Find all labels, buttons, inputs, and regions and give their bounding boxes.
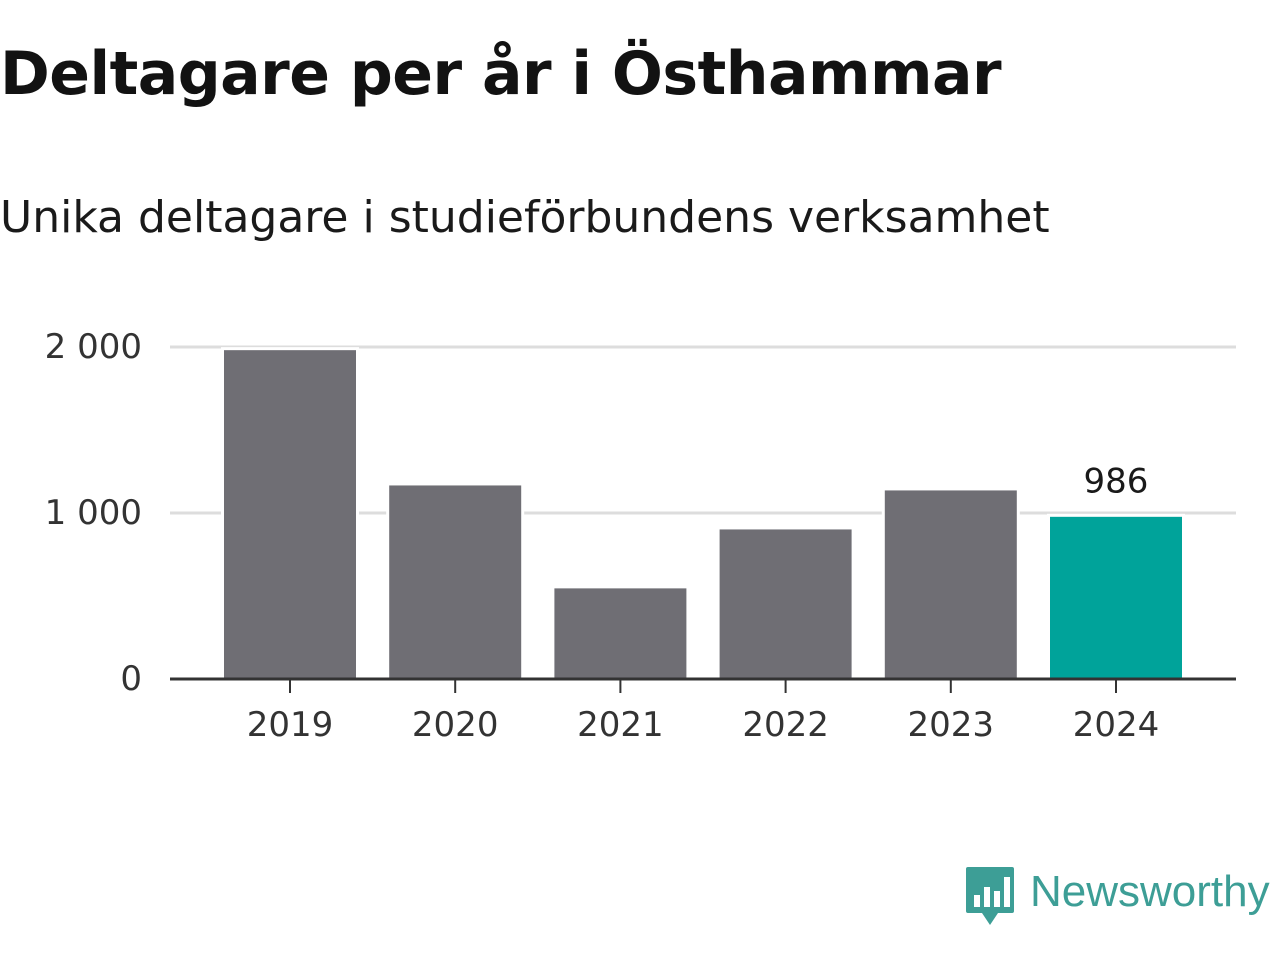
bar-2022	[716, 526, 855, 681]
bar-chart: 0 1 000 2 000 2019 2020 2021 2022 2023 2024 986	[45, 327, 1236, 745]
bars	[221, 347, 1185, 681]
bar-2019	[221, 347, 359, 681]
chart-subtitle: Unika deltagare i studieförbundens verks…	[0, 192, 1050, 243]
data-label-2024: 986	[1084, 461, 1149, 501]
y-tick-label: 1 000	[45, 493, 142, 533]
brand-name: Newsworthy	[1030, 867, 1270, 916]
x-tick-label: 2023	[908, 705, 995, 745]
bar-2020	[386, 482, 525, 681]
bar-2021	[551, 585, 690, 681]
newsworthy-logo-icon	[966, 867, 1014, 925]
x-tick-label: 2020	[412, 705, 499, 745]
x-tick-label: 2019	[247, 705, 334, 745]
x-tick-label: 2022	[742, 705, 829, 745]
chart-title: Deltagare per år i Östhammar	[0, 39, 1002, 109]
y-tick-label: 0	[120, 659, 142, 699]
axes	[170, 677, 1236, 693]
x-tick-label: 2024	[1073, 705, 1160, 745]
bar-2024	[1047, 513, 1185, 681]
y-tick-label: 2 000	[45, 327, 142, 367]
x-tick-label: 2021	[577, 705, 664, 745]
labels: 0 1 000 2 000 2019 2020 2021 2022 2023 2024 986	[45, 327, 1160, 745]
brand-logo: Newsworthy	[964, 864, 1270, 928]
bar-2023	[881, 487, 1020, 681]
